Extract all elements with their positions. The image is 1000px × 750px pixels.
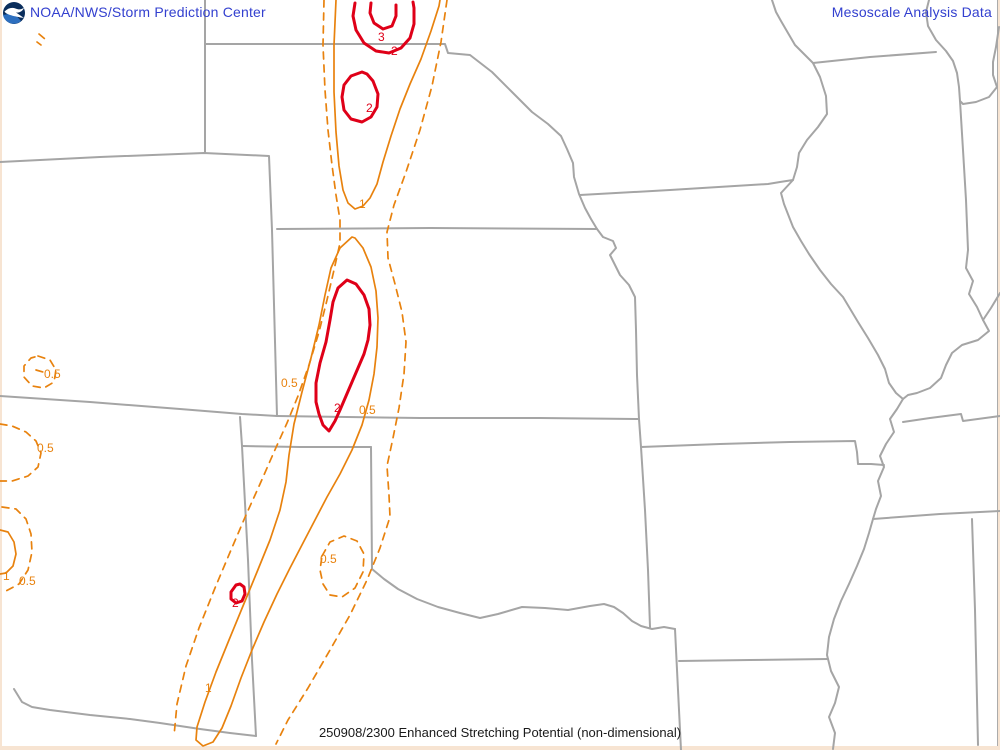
product-caption: 250908/2300 Enhanced Stretching Potentia… <box>318 725 682 740</box>
contour-label: 2 <box>391 44 398 58</box>
contour-label: 0.5 <box>44 367 61 381</box>
contour-label: 1 <box>205 681 212 695</box>
contour-label: 2 <box>232 596 239 610</box>
page-right-border <box>997 0 998 746</box>
header-right-title: Mesoscale Analysis Data <box>831 4 992 20</box>
contour-label: 1 <box>3 569 10 583</box>
contour-1-solid <box>0 0 441 747</box>
contour-0p5-dashed <box>0 0 448 745</box>
contour-label: 1 <box>359 197 366 211</box>
header-left-title: NOAA/NWS/Storm Prediction Center <box>30 4 266 20</box>
contour-label: 2 <box>334 401 341 415</box>
contour-label: 0.5 <box>37 441 54 455</box>
noaa-logo-icon <box>3 2 25 24</box>
contour-label: 0.5 <box>359 403 376 417</box>
contour-label: 3 <box>378 30 385 44</box>
contour-label: 0.5 <box>281 376 298 390</box>
contour-label: 0.5 <box>19 574 36 588</box>
contour-label: 0.5 <box>320 552 337 566</box>
contour-2-3-red <box>229 0 416 605</box>
contour-label: 2 <box>366 101 373 115</box>
